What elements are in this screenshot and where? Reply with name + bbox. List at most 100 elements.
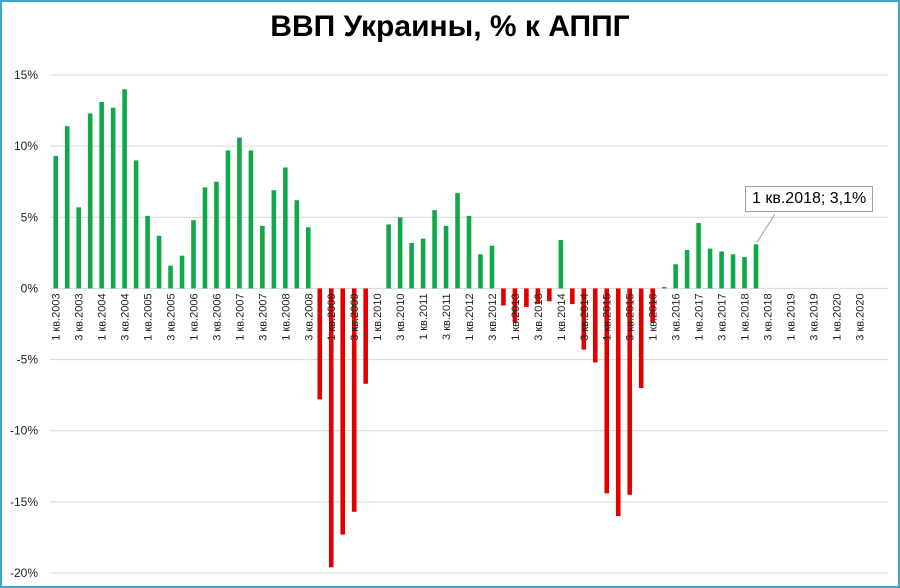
bar: [397, 217, 403, 289]
bar: [294, 200, 300, 289]
bar: [604, 288, 610, 494]
bar: [547, 288, 552, 302]
bar: [351, 288, 357, 512]
bar: [558, 240, 564, 289]
x-tick-label: 3 кв.2004: [120, 293, 132, 340]
y-tick-label: 0%: [21, 281, 39, 295]
y-tick-label: -15%: [10, 495, 38, 509]
bar: [730, 254, 736, 289]
x-axis-ticks: 1 кв.2003 3 кв.2003 1 кв.2004 3 кв.2004 1 кв…: [51, 293, 867, 340]
x-tick-label: 1 кв.2018: [740, 293, 752, 340]
bar: [420, 238, 426, 289]
bar: [501, 288, 506, 306]
x-tick-label: 3 кв.2012: [487, 293, 499, 340]
x-tick-label: 3 кв.2005: [166, 293, 178, 340]
x-tick-label: 3 кв.2017: [717, 293, 729, 340]
bar: [638, 288, 644, 389]
x-tick-label: 1 кв.2007: [234, 293, 246, 340]
bar: [122, 89, 127, 289]
y-tick-label: 5%: [21, 210, 39, 224]
bar: [592, 288, 598, 363]
bar: [363, 288, 368, 384]
bar: [191, 220, 196, 289]
bar: [248, 150, 254, 289]
x-tick-label: 3 кв.2019: [808, 293, 820, 340]
bar: [386, 224, 391, 289]
bar: [317, 288, 323, 400]
bar: [742, 257, 747, 289]
bar: [719, 251, 724, 289]
bar: [570, 288, 575, 305]
bars: [53, 89, 759, 568]
x-tick-label: 3 кв.2003: [74, 293, 86, 340]
x-tick-label: 3 кв.2014: [579, 293, 591, 340]
x-tick-label: 1 кв.2006: [188, 293, 200, 340]
bar: [53, 156, 59, 289]
x-tick-label: 1 кв.2012: [464, 293, 476, 340]
x-tick-label: 3 кв.2011: [441, 293, 453, 340]
bar: [684, 250, 690, 289]
bar: [753, 244, 759, 289]
bar: [260, 225, 265, 289]
bar: [87, 113, 93, 289]
bar: [133, 160, 139, 289]
y-tick-label: 10%: [14, 139, 38, 153]
chart-title: ВВП Украины, % к АППГ: [270, 10, 630, 43]
bar: [466, 215, 472, 289]
bar: [305, 227, 311, 289]
bar: [455, 193, 460, 289]
x-tick-label: 3 кв.2007: [257, 293, 269, 340]
x-tick-label: 1 кв.2014: [556, 293, 568, 340]
x-tick-label: 3 кв.2016: [671, 293, 683, 340]
x-tick-label: 3 кв.2018: [762, 293, 774, 340]
bar: [145, 215, 150, 289]
x-tick-label: 3 кв.2013: [533, 293, 545, 340]
x-tick-label: 1 кв.2011: [418, 293, 430, 340]
bar: [432, 210, 437, 289]
x-tick-label: 1 кв.2003: [51, 293, 63, 340]
y-tick-label: -10%: [10, 424, 38, 438]
bar: [581, 288, 587, 350]
bar: [271, 190, 277, 289]
bar: [524, 288, 529, 307]
bar: [409, 242, 414, 289]
x-tick-label: 1 кв.2005: [143, 293, 155, 340]
bar: [489, 245, 495, 289]
bar: [615, 288, 621, 517]
bar: [707, 248, 713, 289]
bar: [443, 225, 449, 289]
x-tick-label: 1 кв.2017: [694, 293, 706, 340]
bar: [168, 265, 173, 289]
bar: [340, 288, 346, 535]
bar: [661, 287, 667, 289]
x-tick-label: 3 кв.2015: [625, 293, 637, 340]
annotation-leader-line: [756, 213, 776, 243]
x-tick-label: 1 кв.2010: [372, 293, 384, 340]
bar: [478, 254, 483, 289]
y-tick-label: 15%: [14, 68, 38, 82]
bar: [110, 107, 116, 289]
bar: [202, 187, 208, 289]
y-tick-label: -20%: [10, 566, 38, 580]
bar: [99, 102, 104, 289]
bar: [535, 288, 541, 305]
bar: [76, 207, 81, 289]
y-axis-ticks: 15% 10% 5% 0% -5% -10% -15% -20%: [10, 68, 38, 580]
x-tick-label: 1 кв.2013: [510, 293, 522, 340]
bar: [225, 150, 231, 289]
x-tick-label: 3 кв.2006: [211, 293, 223, 340]
x-tick-label: 1 кв.2020: [831, 293, 843, 340]
bar: [696, 222, 701, 289]
x-tick-label: 1 кв.2019: [785, 293, 797, 340]
bar: [179, 255, 185, 289]
bar: [283, 167, 288, 289]
x-tick-label: 1 кв.2015: [602, 293, 614, 340]
x-tick-label: 1 кв.2008: [280, 293, 292, 340]
x-tick-label: 1 кв.2004: [97, 293, 109, 340]
x-tick-label: 3 кв.2008: [303, 293, 315, 340]
bar: [627, 288, 633, 495]
x-tick-label: 1 кв.2009: [326, 293, 338, 340]
x-tick-label: 3 кв.2020: [854, 293, 866, 340]
